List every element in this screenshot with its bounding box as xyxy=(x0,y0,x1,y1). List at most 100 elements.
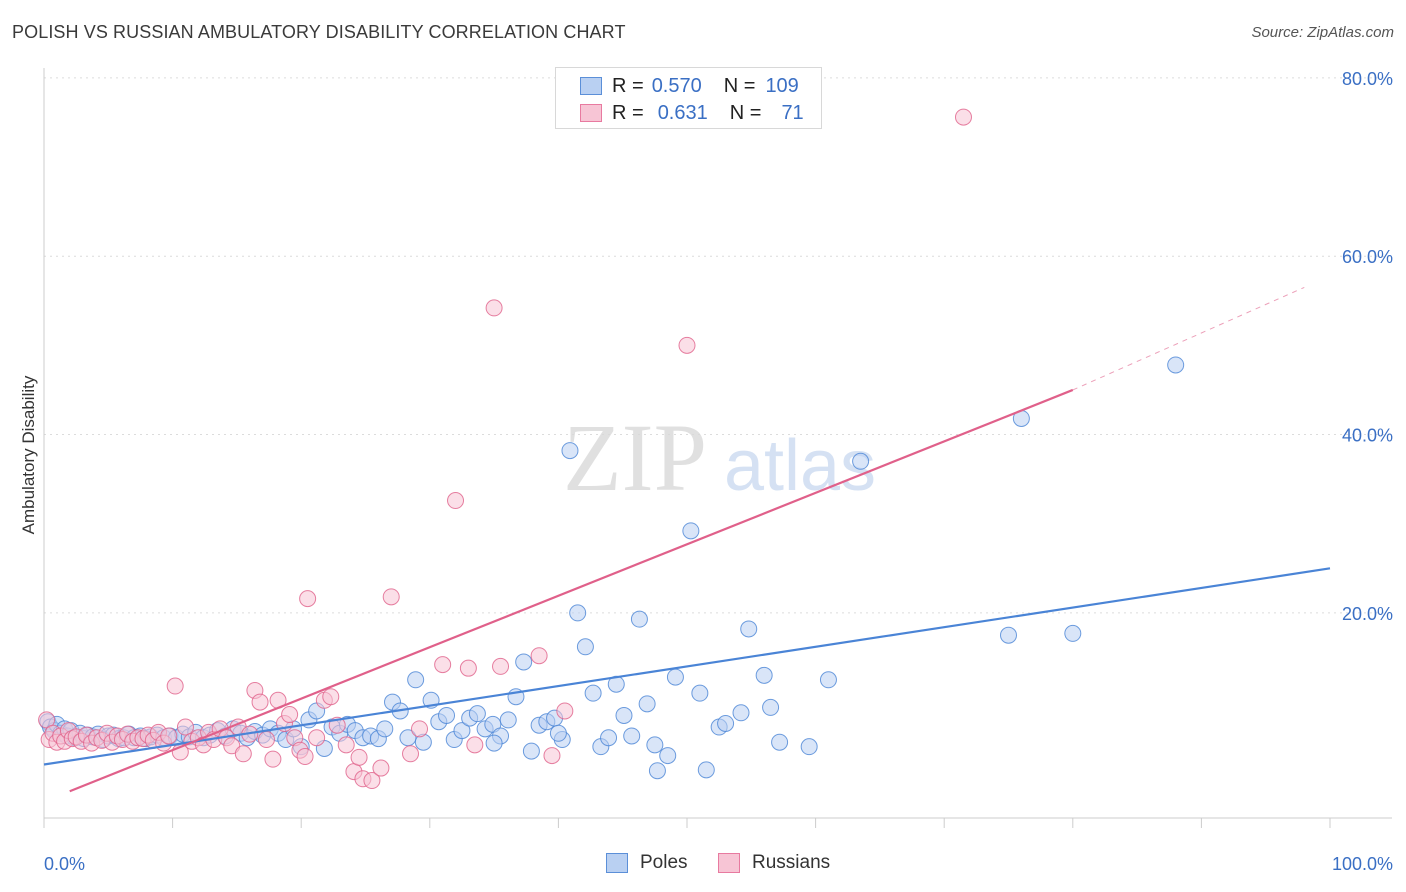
data-point-poles xyxy=(682,522,700,540)
correlation-legend: R = 0.570 N = 109 R = 0.631 N = 71 xyxy=(555,67,822,129)
watermark-zip: ZIP xyxy=(563,404,707,511)
data-point-russians xyxy=(160,727,178,745)
data-point-poles xyxy=(666,668,684,686)
data-point-poles xyxy=(762,698,780,716)
data-point-russians xyxy=(299,590,317,608)
data-point-poles xyxy=(648,762,666,780)
data-point-poles xyxy=(499,711,517,729)
data-point-poles xyxy=(646,736,664,754)
data-point-poles xyxy=(800,738,818,756)
data-point-poles xyxy=(740,620,758,638)
data-point-poles xyxy=(819,671,837,689)
data-point-russians xyxy=(543,747,561,765)
data-point-poles xyxy=(468,705,486,723)
data-point-russians xyxy=(372,759,390,777)
data-point-poles xyxy=(407,671,425,689)
data-point-poles xyxy=(623,727,641,745)
tick-labels: 20.0% 40.0% 60.0% 80.0% 0.0% 100.0% xyxy=(44,69,1393,874)
data-point-russians xyxy=(434,656,452,674)
data-point-poles xyxy=(515,653,533,671)
y-tick-label: 60.0% xyxy=(1342,247,1393,267)
legend-swatch-russians xyxy=(580,104,602,122)
legend-r-value: 0.570 xyxy=(651,74,702,97)
data-point-poles xyxy=(584,684,602,702)
legend-r-label: R = xyxy=(612,101,644,124)
legend-r-value: 0.631 xyxy=(657,101,708,124)
data-point-russians xyxy=(954,108,972,126)
data-point-poles xyxy=(755,666,773,684)
data-point-poles xyxy=(453,722,471,740)
legend-label-poles: Poles xyxy=(640,852,688,873)
data-point-russians xyxy=(678,336,696,354)
y-tick-label: 20.0% xyxy=(1342,604,1393,624)
data-point-poles xyxy=(659,747,677,765)
data-point-poles xyxy=(630,610,648,628)
data-point-russians xyxy=(459,659,477,677)
y-tick-label: 40.0% xyxy=(1342,426,1393,446)
source-label: Source: ZipAtlas.com xyxy=(1251,24,1394,41)
data-point-russians xyxy=(223,737,241,755)
data-point-poles xyxy=(717,714,735,732)
legend-n-value: 109 xyxy=(765,74,799,97)
data-point-russians xyxy=(485,299,503,317)
data-point-poles xyxy=(697,761,715,779)
legend-row-poles: R = 0.570 N = 109 xyxy=(580,74,799,98)
data-point-russians xyxy=(234,745,252,763)
data-point-poles xyxy=(485,734,503,752)
data-point-poles xyxy=(852,452,870,470)
legend-r-label: R = xyxy=(612,74,644,97)
data-point-russians xyxy=(176,718,194,736)
data-point-russians xyxy=(281,706,299,724)
data-point-poles xyxy=(615,706,633,724)
series-legend: Poles Russians xyxy=(0,852,1406,878)
data-point-russians xyxy=(530,647,548,665)
data-point-russians xyxy=(492,657,510,675)
data-point-poles xyxy=(732,704,750,722)
trend-line-russians-extension xyxy=(1072,286,1305,391)
data-point-poles xyxy=(638,695,656,713)
legend-n-label: N = xyxy=(729,101,762,124)
data-point-poles xyxy=(1000,626,1017,644)
y-axis-label: Ambulatory Disability xyxy=(19,375,38,534)
page-title: POLISH VS RUSSIAN AMBULATORY DISABILITY … xyxy=(12,22,626,42)
data-point-poles xyxy=(691,684,709,702)
watermark-atlas: atlas xyxy=(724,426,876,506)
data-point-russians xyxy=(556,702,574,720)
data-point-russians xyxy=(251,693,269,711)
trend-line-russians xyxy=(69,388,1074,793)
legend-item-russians[interactable]: Russians xyxy=(718,852,830,874)
data-point-poles xyxy=(600,729,618,747)
data-point-poles xyxy=(549,724,567,742)
data-point-russians xyxy=(166,677,184,695)
legend-label-russians: Russians xyxy=(752,852,831,873)
data-point-russians xyxy=(363,772,381,790)
data-point-russians xyxy=(308,729,326,747)
y-tick-label: 80.0% xyxy=(1342,69,1393,89)
data-point-russians xyxy=(411,720,429,738)
data-point-russians xyxy=(322,688,340,706)
legend-row-russians: R = 0.631 N = 71 xyxy=(580,101,804,125)
trend-lines xyxy=(43,286,1331,793)
trend-line-poles xyxy=(43,567,1331,766)
legend-swatch-poles xyxy=(606,853,628,873)
data-point-russians xyxy=(447,492,465,510)
data-point-poles xyxy=(771,733,789,751)
legend-swatch-poles xyxy=(580,77,602,95)
data-point-poles xyxy=(438,706,456,724)
data-point-russians xyxy=(350,748,368,766)
data-point-poles xyxy=(522,742,540,760)
data-point-poles xyxy=(561,442,579,460)
data-point-russians xyxy=(257,731,275,749)
data-point-russians xyxy=(337,736,355,754)
data-point-russians xyxy=(382,588,400,606)
data-point-russians xyxy=(466,736,484,754)
data-point-poles xyxy=(569,604,587,622)
data-point-poles xyxy=(1064,624,1082,642)
data-point-poles xyxy=(576,638,594,656)
legend-n-label: N = xyxy=(723,74,756,97)
legend-n-value: 71 xyxy=(781,101,804,124)
data-point-poles xyxy=(1167,356,1185,374)
legend-item-poles[interactable]: Poles xyxy=(606,852,688,874)
data-point-russians xyxy=(296,747,314,765)
